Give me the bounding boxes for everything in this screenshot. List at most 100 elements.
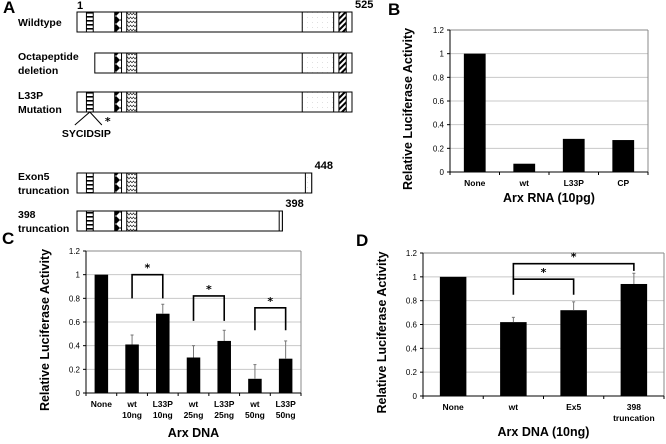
mutation-star: * — [105, 115, 111, 128]
x-category-label: 25ng — [184, 410, 204, 420]
significance-star: * — [145, 262, 151, 275]
hatched-domain — [338, 52, 347, 74]
end-residue-label: 525 — [355, 0, 373, 11]
y-tick-label: 1 — [440, 50, 445, 59]
acidic-domain — [114, 91, 123, 113]
y-tick-label: 0.4 — [69, 342, 81, 351]
octapeptide-domain — [85, 91, 94, 113]
construct-row: Octapeptide deletion — [18, 51, 353, 77]
dotted-domain — [301, 52, 335, 74]
bar — [439, 276, 467, 396]
y-tick-label: 0.6 — [69, 318, 81, 327]
acidic-domain — [114, 210, 123, 232]
acidic-domain — [114, 11, 123, 33]
x-category-label: 10ng — [153, 410, 173, 420]
x-category-label: Ex5 — [566, 402, 581, 412]
significance-star: * — [267, 295, 273, 308]
y-tick-label: 0 — [440, 168, 445, 177]
significance-bracket — [192, 295, 226, 321]
construct-row: 398 truncation 398 — [18, 198, 304, 235]
y-tick-label: 0.2 — [433, 144, 445, 153]
bar — [620, 283, 648, 396]
protein-bar — [94, 52, 353, 74]
y-tick-label: 0.8 — [433, 73, 445, 82]
y-tick-label: 1.2 — [406, 249, 418, 258]
y-tick-label: 0.8 — [406, 297, 418, 306]
x-category-label: truncation — [613, 413, 655, 423]
construct-list: Wildtype 525 Octapeptide deletion L33P Mutati… — [18, 0, 373, 235]
dotted-domain — [304, 172, 313, 194]
y-tick-label: 0.2 — [406, 368, 418, 377]
x-category-label: 50ng — [276, 410, 296, 420]
bar — [217, 340, 231, 393]
bar — [156, 313, 170, 393]
homeodomain-domain — [126, 52, 138, 74]
y-tick-label: 0 — [413, 392, 418, 401]
x-category-label: wt — [188, 399, 199, 409]
construct-row: Wildtype 525 — [18, 0, 373, 33]
significance-star: * — [541, 266, 547, 279]
x-axis-title: Arx DNA (10ng) — [498, 425, 590, 439]
x-category-label: L33P — [214, 399, 235, 409]
x-axis-title: Arx RNA (10pg) — [503, 191, 595, 205]
protein-bar — [76, 172, 313, 194]
x-category-label: None — [91, 399, 113, 409]
octapeptide-domain — [85, 11, 94, 33]
y-tick-label: 1 — [413, 273, 418, 282]
homeodomain-domain — [126, 172, 138, 194]
x-category-label: None — [464, 178, 486, 188]
bar — [513, 163, 536, 172]
construct-label: deletion — [18, 65, 58, 77]
y-axis-title: Relative Luciferase Activity — [401, 28, 415, 190]
panel-letter-d: D — [356, 231, 368, 250]
construct-row: Exon5 truncation 448 — [18, 160, 333, 197]
construct-label: truncation — [18, 185, 69, 197]
y-tick-label: 1.2 — [69, 247, 81, 256]
y-axis-title: Relative Luciferase Activity — [38, 249, 52, 411]
panel-a-domain-diagram: A 1 Wildtype 525 Octapeptide deletion L33P Mu… — [3, 0, 373, 235]
acidic-domain — [114, 52, 123, 74]
x-category-label: 25ng — [214, 410, 234, 420]
significance-star: * — [206, 283, 212, 296]
hatched-domain — [338, 11, 347, 33]
protein-bar — [76, 11, 353, 33]
x-category-label: 50ng — [245, 410, 265, 420]
bar — [94, 274, 109, 393]
end-residue-label: 448 — [315, 160, 333, 172]
significance-bracket — [512, 278, 575, 295]
x-category-label: 398 — [627, 402, 641, 412]
construct-label: truncation — [18, 223, 69, 235]
construct-label: L33P — [18, 90, 43, 102]
x-category-label: L33P — [564, 178, 585, 188]
x-category-label: CP — [617, 178, 629, 188]
bar — [125, 344, 139, 393]
bar — [562, 138, 585, 172]
x-category-label: wt — [126, 399, 137, 409]
x-axis-title: Arx DNA — [168, 426, 219, 440]
y-tick-label: 1.2 — [433, 26, 445, 35]
protein-bar — [76, 91, 353, 113]
y-tick-label: 0 — [76, 389, 81, 398]
acidic-domain — [114, 172, 123, 194]
dotted-domain — [301, 11, 335, 33]
homeodomain-domain — [126, 11, 138, 33]
x-category-label: 10ng — [122, 410, 142, 420]
dotted-domain — [301, 91, 335, 113]
y-tick-label: 0.4 — [406, 344, 418, 353]
significance-bracket — [131, 273, 164, 299]
significance-bracket — [512, 262, 635, 280]
y-tick-label: 0.8 — [69, 294, 81, 303]
significance-bracket — [254, 306, 287, 331]
bar — [560, 310, 587, 396]
panel-letter-a: A — [3, 0, 15, 17]
panel-letter-b: B — [388, 0, 400, 19]
homeodomain-domain — [126, 91, 138, 113]
chart-b: 0 0.2 0.4 0.6 0.8 1 1.2 None wt L33P CP Arx RNA (10… — [401, 26, 649, 205]
y-tick-label: 0.6 — [433, 97, 445, 106]
bar — [612, 140, 635, 172]
bar — [463, 53, 486, 172]
x-category-label: None — [443, 402, 465, 412]
construct-label: Mutation — [18, 104, 62, 116]
